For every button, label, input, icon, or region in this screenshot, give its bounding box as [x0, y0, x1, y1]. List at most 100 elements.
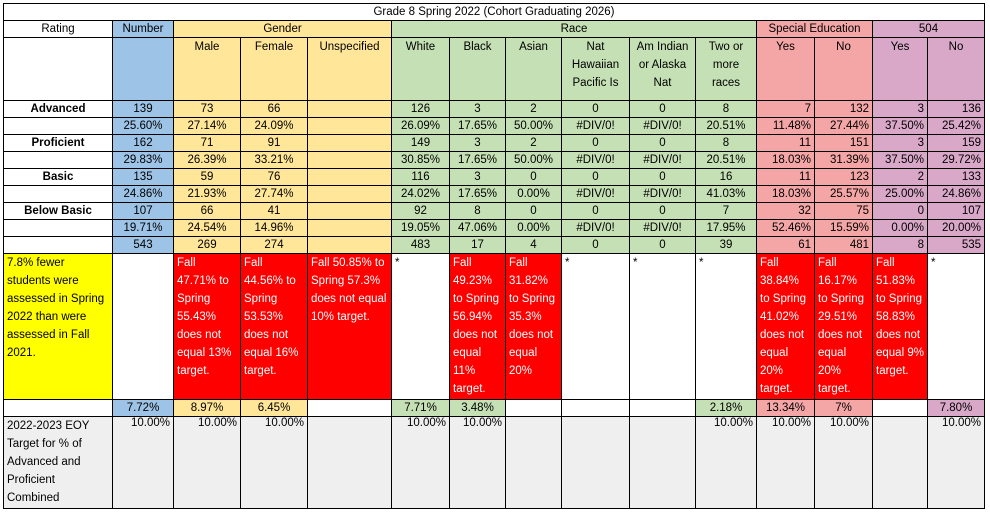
- target-label-cell[interactable]: 2022-2023 EOY Target for % of Advanced a…: [3, 416, 113, 509]
- growth-cell[interactable]: 7%: [814, 399, 873, 417]
- rating-label-cell[interactable]: [3, 219, 113, 237]
- cell-female[interactable]: 14.96%: [240, 219, 308, 237]
- cell-sped-no[interactable]: 132: [814, 100, 873, 118]
- cell-nat-hawaiian[interactable]: #DIV/0!: [561, 219, 630, 237]
- target-cell[interactable]: 10.00%: [112, 416, 174, 509]
- col-header-male[interactable]: Male: [173, 37, 241, 101]
- cell-asian[interactable]: 0: [505, 202, 562, 220]
- cell-am-indian[interactable]: 0: [629, 202, 696, 220]
- rating-label-cell[interactable]: Below Basic: [3, 202, 113, 220]
- cell-unspecified[interactable]: [307, 100, 392, 118]
- growth-cell[interactable]: 7.80%: [927, 399, 985, 417]
- cell-sped-no[interactable]: 123: [814, 168, 873, 186]
- subheader-blank[interactable]: [3, 37, 113, 101]
- cell-am-indian[interactable]: #DIV/0!: [629, 151, 696, 169]
- note-target-cell[interactable]: Fall 49.23% to Spring 56.94% does not eq…: [449, 253, 506, 400]
- cell-two-or-more[interactable]: 16: [695, 168, 757, 186]
- col-header-504-yes[interactable]: Yes: [872, 37, 928, 101]
- header-gender[interactable]: Gender: [173, 20, 392, 38]
- target-cell[interactable]: 10.00%: [173, 416, 241, 509]
- cell-black[interactable]: 17: [449, 236, 506, 254]
- cell-female[interactable]: 76: [240, 168, 308, 186]
- cell-number[interactable]: 543: [112, 236, 174, 254]
- rating-label-cell[interactable]: [3, 151, 113, 169]
- cell-am-indian[interactable]: #DIV/0!: [629, 117, 696, 135]
- cell-504-yes[interactable]: 0: [872, 202, 928, 220]
- cell-male[interactable]: 269: [173, 236, 241, 254]
- header-rating[interactable]: Rating: [3, 20, 113, 38]
- col-header-black[interactable]: Black: [449, 37, 506, 101]
- cell-unspecified[interactable]: [307, 185, 392, 203]
- cell-504-no[interactable]: 136: [927, 100, 985, 118]
- cell-white[interactable]: 19.05%: [391, 219, 450, 237]
- cell-two-or-more[interactable]: 8: [695, 134, 757, 152]
- target-cell[interactable]: 10.00%: [814, 416, 873, 509]
- col-header-two-or-more[interactable]: Two or more races: [695, 37, 757, 101]
- cell-am-indian[interactable]: #DIV/0!: [629, 219, 696, 237]
- target-cell[interactable]: 10.00%: [927, 416, 985, 509]
- cell-sped-yes[interactable]: 18.03%: [756, 151, 815, 169]
- cell-white[interactable]: 149: [391, 134, 450, 152]
- cell-number[interactable]: 107: [112, 202, 174, 220]
- note-target-cell[interactable]: Fall 51.83% to Spring 58.83% does not eq…: [872, 253, 928, 400]
- cell-sped-no[interactable]: 25.57%: [814, 185, 873, 203]
- target-cell[interactable]: [629, 416, 696, 509]
- cell-sped-yes[interactable]: 18.03%: [756, 185, 815, 203]
- cell-male[interactable]: 73: [173, 100, 241, 118]
- cell-504-no[interactable]: 107: [927, 202, 985, 220]
- cell-nat-hawaiian[interactable]: 0: [561, 236, 630, 254]
- cell-number[interactable]: 25.60%: [112, 117, 174, 135]
- cell-number[interactable]: 24.86%: [112, 185, 174, 203]
- cell-unspecified[interactable]: [307, 151, 392, 169]
- cell-two-or-more[interactable]: 20.51%: [695, 151, 757, 169]
- cell-504-yes[interactable]: 3: [872, 100, 928, 118]
- cell-white[interactable]: 30.85%: [391, 151, 450, 169]
- growth-cell[interactable]: 7.72%: [112, 399, 174, 417]
- cell-female[interactable]: 91: [240, 134, 308, 152]
- cell-two-or-more[interactable]: 17.95%: [695, 219, 757, 237]
- growth-cell[interactable]: 8.97%: [173, 399, 241, 417]
- cell-black[interactable]: 8: [449, 202, 506, 220]
- cell-504-no[interactable]: 133: [927, 168, 985, 186]
- cell-asian[interactable]: 50.00%: [505, 117, 562, 135]
- cell-nat-hawaiian[interactable]: #DIV/0!: [561, 151, 630, 169]
- cell-unspecified[interactable]: [307, 168, 392, 186]
- header-race[interactable]: Race: [391, 20, 757, 38]
- cell-am-indian[interactable]: 0: [629, 134, 696, 152]
- col-header-white[interactable]: White: [391, 37, 450, 101]
- note-target-cell[interactable]: Fall 38.84% to Spring 41.02% does not eq…: [756, 253, 815, 400]
- cell-male[interactable]: 24.54%: [173, 219, 241, 237]
- target-cell[interactable]: [307, 416, 392, 509]
- cell-black[interactable]: 3: [449, 100, 506, 118]
- target-cell[interactable]: [561, 416, 630, 509]
- cell-asian[interactable]: 0.00%: [505, 219, 562, 237]
- cell-sped-no[interactable]: 75: [814, 202, 873, 220]
- cell-sped-yes[interactable]: 61: [756, 236, 815, 254]
- cell-number[interactable]: 162: [112, 134, 174, 152]
- cell-asian[interactable]: 0: [505, 168, 562, 186]
- cell-504-yes[interactable]: 8: [872, 236, 928, 254]
- col-header-504-no[interactable]: No: [927, 37, 985, 101]
- growth-cell[interactable]: [307, 399, 392, 417]
- rating-label-cell[interactable]: [3, 117, 113, 135]
- cell-504-no[interactable]: 25.42%: [927, 117, 985, 135]
- cell-nat-hawaiian[interactable]: 0: [561, 100, 630, 118]
- growth-cell[interactable]: [561, 399, 630, 417]
- cell-black[interactable]: 17.65%: [449, 151, 506, 169]
- growth-cell[interactable]: [505, 399, 562, 417]
- cell-unspecified[interactable]: [307, 202, 392, 220]
- target-cell[interactable]: 10.00%: [756, 416, 815, 509]
- cell-unspecified[interactable]: [307, 134, 392, 152]
- note-target-cell[interactable]: *: [695, 253, 757, 400]
- cell-female[interactable]: 66: [240, 100, 308, 118]
- cell-am-indian[interactable]: 0: [629, 168, 696, 186]
- target-cell[interactable]: 10.00%: [695, 416, 757, 509]
- cell-white[interactable]: 24.02%: [391, 185, 450, 203]
- note-target-cell[interactable]: Fall 16.17% to Spring 29.51% does not eq…: [814, 253, 873, 400]
- cell-nat-hawaiian[interactable]: #DIV/0!: [561, 185, 630, 203]
- cell-white[interactable]: 116: [391, 168, 450, 186]
- growth-cell[interactable]: [872, 399, 928, 417]
- growth-cell[interactable]: 3.48%: [449, 399, 506, 417]
- cell-sped-yes[interactable]: 52.46%: [756, 219, 815, 237]
- cell-504-no[interactable]: 24.86%: [927, 185, 985, 203]
